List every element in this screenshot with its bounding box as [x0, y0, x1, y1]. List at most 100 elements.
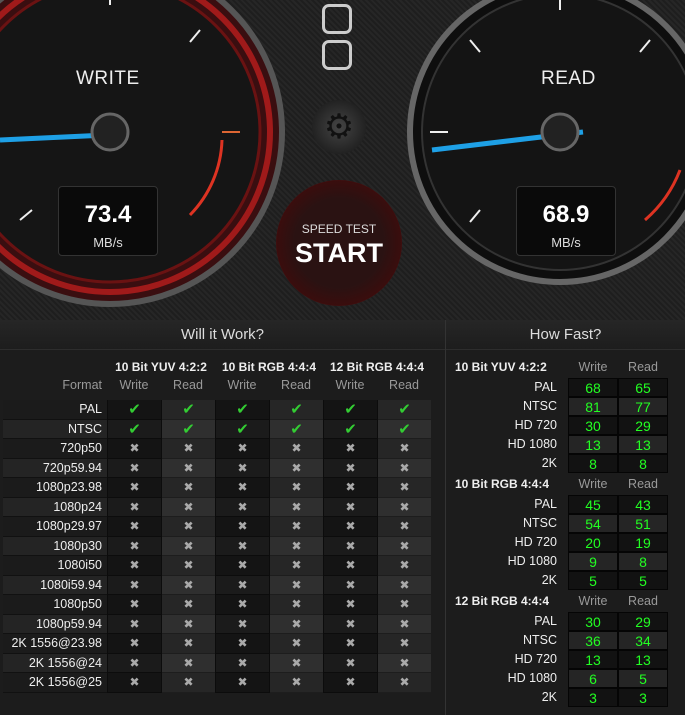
subcolumn-header: Write — [119, 378, 149, 392]
read-speed-cell: 8 — [618, 552, 668, 571]
format-label: PAL — [534, 497, 557, 511]
format-column-header: Format — [62, 378, 102, 392]
format-label: 1080i59.94 — [40, 577, 102, 592]
cross-icon: ✖ — [269, 653, 323, 673]
cross-icon: ✖ — [377, 653, 431, 673]
format-label: PAL — [534, 380, 557, 394]
format-label: NTSC — [522, 516, 557, 530]
cross-icon: ✖ — [215, 556, 269, 576]
cross-icon: ✖ — [107, 614, 161, 634]
cross-icon: ✖ — [269, 673, 323, 693]
read-speed-cell: 13 — [618, 650, 668, 669]
read-speed-cell: 5 — [618, 669, 668, 688]
read-speed-cell: 5 — [618, 571, 668, 590]
read-speed-cell: 19 — [618, 533, 668, 552]
read-column-header: Read — [628, 360, 658, 374]
read-readout: 68.9 MB/s — [516, 186, 616, 256]
check-icon: ✔ — [377, 419, 431, 439]
cross-icon: ✖ — [323, 497, 377, 517]
cross-icon: ✖ — [377, 536, 431, 556]
read-column-header: Read — [628, 594, 658, 608]
check-icon: ✔ — [377, 400, 431, 420]
section-header: 10 Bit YUV 4:2:2 — [455, 360, 547, 374]
subcolumn-header: Read — [281, 378, 311, 392]
cross-icon: ✖ — [269, 614, 323, 634]
write-gauge-label: WRITE — [76, 68, 140, 89]
write-speed-cell: 36 — [568, 631, 618, 650]
cross-icon: ✖ — [215, 595, 269, 615]
write-speed-cell: 68 — [568, 378, 618, 397]
format-label: 2K 1556@23.98 — [11, 636, 102, 650]
cross-icon: ✖ — [107, 458, 161, 478]
table-row — [3, 556, 431, 576]
cross-icon: ✖ — [377, 458, 431, 478]
read-speed-value: 68.9 — [542, 201, 590, 228]
format-label: 1080p23.98 — [35, 480, 102, 494]
table-row — [3, 634, 431, 654]
write-speed-cell: 54 — [568, 514, 618, 533]
write-speed-cell: 13 — [568, 435, 618, 454]
group-header: 10 Bit YUV 4:2:2 — [115, 360, 207, 374]
table-row — [3, 517, 431, 537]
write-speed-cell: 13 — [568, 650, 618, 669]
format-label: 1080i50 — [57, 558, 103, 572]
start-button[interactable]: SPEED TEST START — [276, 180, 402, 306]
check-icon: ✔ — [215, 419, 269, 439]
read-speed-unit: MB/s — [551, 235, 581, 250]
subcolumn-header: Write — [227, 378, 257, 392]
cross-icon: ✖ — [215, 478, 269, 498]
cross-icon: ✖ — [323, 634, 377, 654]
read-speed-cell: 34 — [618, 631, 668, 650]
cross-icon: ✖ — [107, 556, 161, 576]
table-row — [3, 478, 431, 498]
settings-gear-icon[interactable]: ⚙ — [312, 100, 366, 154]
cross-icon: ✖ — [323, 673, 377, 693]
cross-icon: ✖ — [377, 673, 431, 693]
subcolumn-header: Read — [389, 378, 419, 392]
cross-icon: ✖ — [215, 575, 269, 595]
cross-icon: ✖ — [107, 536, 161, 556]
format-label: 1080p24 — [53, 499, 102, 514]
cross-icon: ✖ — [161, 634, 215, 654]
cross-icon: ✖ — [161, 653, 215, 673]
cross-icon: ✖ — [107, 439, 161, 459]
cross-icon: ✖ — [377, 517, 431, 537]
logo-ring-top-icon — [322, 4, 352, 34]
cross-icon: ✖ — [161, 517, 215, 537]
subcolumn-header: Read — [173, 378, 203, 392]
format-label: PAL — [79, 402, 102, 416]
cross-icon: ✖ — [107, 517, 161, 537]
cross-icon: ✖ — [377, 439, 431, 459]
write-speed-cell: 3 — [568, 688, 618, 707]
cross-icon: ✖ — [323, 653, 377, 673]
write-speed-unit: MB/s — [93, 235, 123, 250]
write-speed-cell: 30 — [568, 416, 618, 435]
format-label: PAL — [534, 614, 557, 628]
cross-icon: ✖ — [323, 595, 377, 615]
cross-icon: ✖ — [107, 634, 161, 654]
write-speed-value: 73.4 — [84, 201, 132, 228]
write-speed-cell: 5 — [568, 571, 618, 590]
check-icon: ✔ — [107, 419, 161, 439]
cross-icon: ✖ — [107, 478, 161, 498]
cross-icon: ✖ — [215, 517, 269, 537]
panel-divider — [445, 320, 446, 715]
cross-icon: ✖ — [323, 439, 377, 459]
write-speed-cell: 6 — [568, 669, 618, 688]
cross-icon: ✖ — [161, 497, 215, 517]
cross-icon: ✖ — [161, 478, 215, 498]
check-icon: ✔ — [161, 419, 215, 439]
cross-icon: ✖ — [161, 556, 215, 576]
cross-icon: ✖ — [107, 575, 161, 595]
cross-icon: ✖ — [323, 556, 377, 576]
cross-icon: ✖ — [323, 478, 377, 498]
cross-icon: ✖ — [323, 575, 377, 595]
cross-icon: ✖ — [269, 595, 323, 615]
format-label: 2K — [541, 573, 557, 587]
cross-icon: ✖ — [161, 673, 215, 693]
cross-icon: ✖ — [323, 517, 377, 537]
format-label: 1080p29.97 — [35, 519, 102, 533]
cross-icon: ✖ — [269, 517, 323, 537]
read-speed-cell: 77 — [618, 397, 668, 416]
read-gauge — [407, 0, 685, 285]
